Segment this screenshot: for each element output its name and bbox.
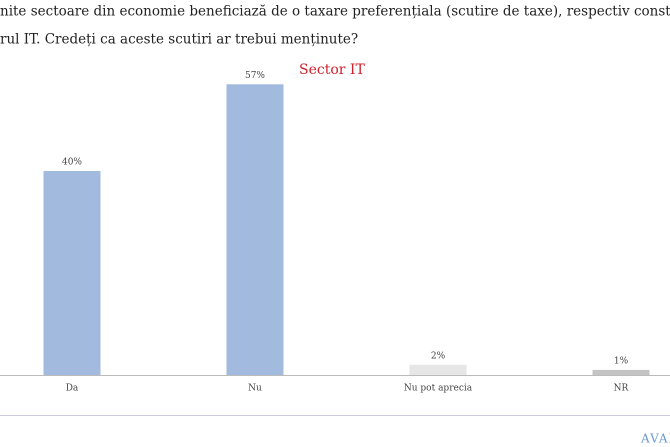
x-tick-label: NR <box>614 384 629 394</box>
logo: AVAN <box>640 432 670 446</box>
chart-subtitle: Sector IT <box>299 62 365 78</box>
x-tick-label: Nu pot aprecia <box>404 384 473 394</box>
x-tick-label: Nu <box>248 384 262 394</box>
bar <box>592 369 650 375</box>
chart-title-line: nite sectoare din economie beneficiază d… <box>0 4 670 20</box>
x-tick-label: Da <box>66 384 79 394</box>
bar <box>226 84 284 376</box>
value-label: 1% <box>614 356 629 366</box>
value-label: 57% <box>245 71 265 81</box>
value-label: 40% <box>62 158 82 168</box>
value-label: 2% <box>431 351 446 361</box>
bar <box>43 171 101 375</box>
bar <box>409 364 467 375</box>
chart-title-line: rul IT. Credeți ca aceste scutiri ar tre… <box>0 32 358 48</box>
